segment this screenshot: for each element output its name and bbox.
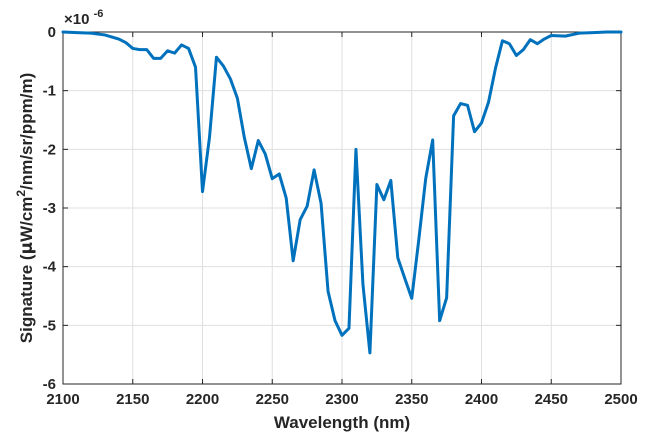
y-axis-label-mu: μ	[17, 242, 37, 255]
exponent-power: -6	[94, 8, 104, 20]
y-tick-label: 0	[48, 24, 56, 41]
x-tick-labels: 2100 2150 2200 2250 2300 2350 2400 2450 2500	[46, 391, 637, 408]
x-tick-label: 2200	[186, 391, 219, 408]
y-tick-label: -5	[43, 317, 56, 334]
x-tick-label: 2250	[256, 391, 289, 408]
x-tick-label: 2400	[465, 391, 498, 408]
y-gridlines	[63, 90, 621, 326]
y-tick-label: -4	[43, 259, 57, 276]
y-tick-labels: -6 -5 -4 -3 -2 -1 0	[43, 24, 57, 393]
y-tick-label: -2	[43, 141, 56, 158]
y-axis-label-post: /nm/sr/ppm/m)	[17, 73, 36, 190]
x-tick-label: 2350	[395, 391, 428, 408]
series-line	[61, 30, 623, 355]
y-axis-label-pre: Signature (	[17, 254, 36, 343]
x-tick-label: 2150	[116, 391, 149, 408]
y-tick-label: -6	[43, 376, 56, 393]
y-tick-label: -3	[43, 200, 56, 217]
x-tick-label: 2300	[325, 391, 358, 408]
y-axis-label: Signature (μW/cm2/nm/sr/ppm/m)	[14, 73, 37, 343]
y-tick-label: -1	[43, 83, 56, 100]
y-axis-label-mid: W/cm	[17, 197, 36, 242]
y-axis-label-sup: 2	[14, 190, 28, 197]
exponent-base: ×10	[64, 11, 89, 28]
x-tick-label: 2100	[46, 391, 79, 408]
x-tick-label: 2450	[535, 391, 568, 408]
y-exponent-label: ×10 -6	[64, 8, 103, 28]
x-axis-label: Wavelength (nm)	[274, 413, 410, 432]
x-tick-label: 2500	[604, 391, 637, 408]
